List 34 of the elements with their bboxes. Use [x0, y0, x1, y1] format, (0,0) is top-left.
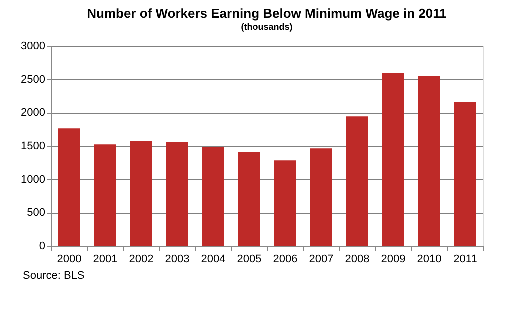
chart-title: Number of Workers Earning Below Minimum Wage in 2011	[87, 6, 447, 21]
y-tick-label: 1500	[21, 140, 46, 152]
x-tick-label: 2003	[165, 254, 190, 266]
x-tick-label: 2002	[129, 254, 154, 266]
bar	[94, 144, 116, 246]
x-tick-label: 2000	[57, 254, 82, 266]
x-tick-label: 2011	[454, 254, 478, 266]
source-note: Source: BLS	[23, 270, 85, 282]
bar	[58, 128, 80, 246]
x-tick-label: 2009	[381, 254, 406, 266]
x-tick-label: 2001	[93, 254, 118, 266]
x-tick-label: 2008	[345, 254, 370, 266]
bar	[166, 142, 188, 246]
bar	[202, 147, 224, 246]
x-tick-label: 2006	[273, 254, 298, 266]
bar	[310, 148, 332, 246]
bar	[238, 152, 260, 246]
bar	[418, 76, 440, 246]
bar	[130, 141, 152, 246]
bar	[382, 73, 404, 246]
y-tick-label: 2000	[21, 107, 46, 120]
y-tick-label: 0	[39, 240, 46, 252]
y-tick-label: 500	[27, 207, 46, 220]
x-tick-label: 2010	[417, 254, 442, 266]
y-tick-label: 2500	[21, 74, 46, 86]
y-tick-label: 3000	[21, 40, 46, 52]
x-tick-label: 2004	[201, 254, 226, 266]
bar	[346, 116, 368, 246]
x-tick-label: 2007	[309, 254, 334, 266]
x-tick-label: 2005	[237, 254, 262, 266]
bar	[454, 102, 476, 246]
bar	[274, 160, 296, 246]
chart-subtitle: (thousands)	[241, 22, 293, 32]
y-tick-label: 1000	[21, 174, 46, 186]
